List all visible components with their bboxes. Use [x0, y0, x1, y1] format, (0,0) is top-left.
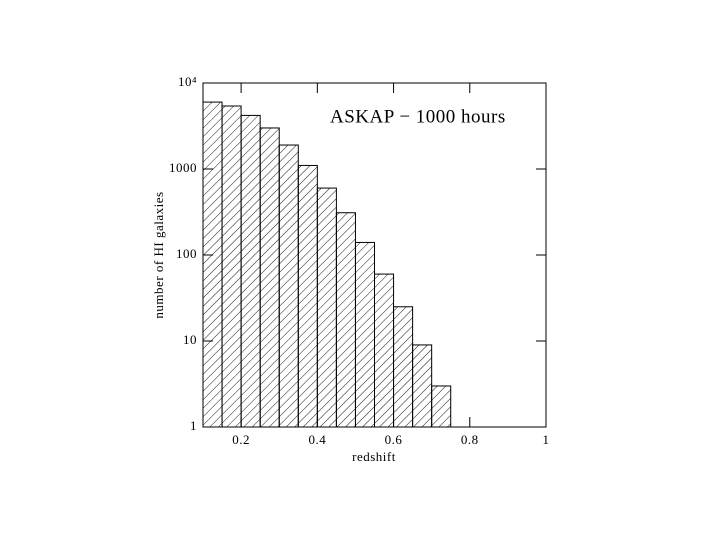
bar: [374, 273, 395, 428]
bar: [202, 101, 223, 428]
y-tick-label: 1000: [169, 160, 197, 175]
x-tick-label: 0.4: [308, 432, 326, 447]
bar: [354, 241, 376, 428]
bar: [393, 306, 414, 428]
bar: [221, 105, 242, 428]
y-tick-label: 100: [176, 246, 197, 261]
x-axis-label: redshift: [352, 449, 396, 464]
y-axis-label: number of HI galaxies: [151, 191, 166, 318]
bar: [297, 164, 318, 428]
x-tick-label: 0.2: [232, 432, 250, 447]
annotation: ASKAP − 1000 hours: [330, 106, 506, 127]
bar: [412, 344, 433, 428]
x-tick-label: 0.6: [385, 432, 403, 447]
bar: [240, 114, 261, 428]
y-tick-label: 1: [190, 418, 197, 433]
x-tick-label: 1: [543, 432, 550, 447]
x-tick-label: 0.8: [461, 432, 479, 447]
bar: [278, 144, 299, 428]
bar: [316, 187, 337, 428]
bar: [259, 127, 280, 428]
y-tick-label: 10⁴: [178, 74, 197, 89]
bar: [431, 385, 452, 428]
bar: [335, 212, 356, 428]
y-tick-label: 10: [183, 332, 197, 347]
